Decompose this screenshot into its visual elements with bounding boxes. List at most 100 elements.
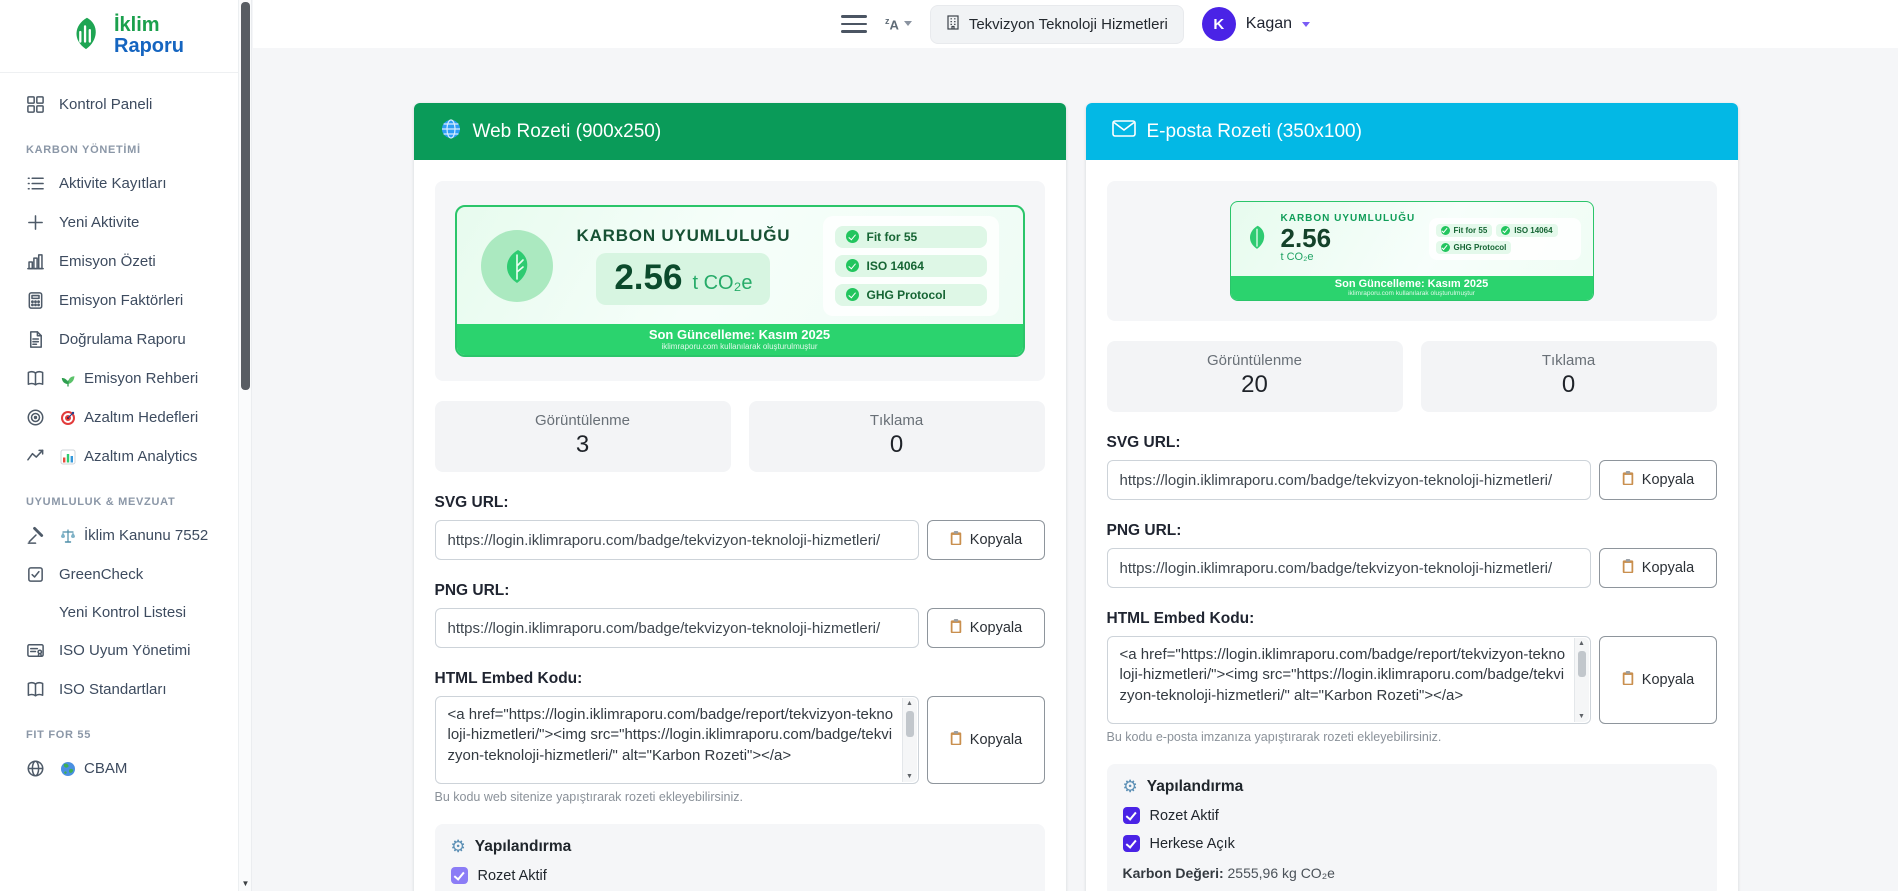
carbon-value: 2.56 <box>614 258 683 297</box>
badge-active-checkbox[interactable] <box>1122 807 1140 824</box>
scroll-down-icon[interactable]: ▼ <box>1578 713 1585 720</box>
target-icon <box>26 408 45 427</box>
check-icon <box>1440 226 1450 235</box>
standard-label: GHG Protocol <box>1453 243 1507 252</box>
leaf-icon <box>480 229 553 302</box>
sidebar-item-emisyon-faktorleri[interactable]: Emisyon Faktörleri <box>0 281 251 320</box>
copy-png-url-button[interactable]: Kopyala <box>1598 548 1717 588</box>
badge-active-row: Rozet Aktif <box>450 867 1029 884</box>
language-selector[interactable]: zA <box>885 16 912 32</box>
copy-embed-button[interactable]: Kopyala <box>1598 636 1717 724</box>
png-url-label: PNG URL: <box>434 582 510 599</box>
embed-code-textarea[interactable]: <a href="https://login.iklimraporu.com/b… <box>1106 636 1591 724</box>
sidebar-item-label: Emisyon Özeti <box>59 253 156 270</box>
earth-icon <box>59 760 76 777</box>
seedling-icon <box>59 370 76 387</box>
sidebar-item-aktivite-kayitlari[interactable]: Aktivite Kayıtları <box>0 164 251 203</box>
scroll-up-icon[interactable]: ▲ <box>1578 640 1585 647</box>
user-menu[interactable]: K Kagan <box>1201 7 1311 41</box>
copy-png-url-button[interactable]: Kopyala <box>926 608 1045 648</box>
textarea-scrollbar[interactable]: ▲ ▼ <box>1573 638 1589 722</box>
standard-pill: Fit for 55 <box>834 225 987 248</box>
hamburger-menu-icon[interactable] <box>840 15 867 33</box>
sidebar-item-yeni-kontrol-listesi[interactable]: Yeni Kontrol Listesi <box>0 594 251 631</box>
email-badge-preview: KARBON UYUMLULUĞU 2.56 t CO₂e Fit for 55… <box>1106 181 1717 321</box>
badge-heading: KARBON UYUMLULUĞU <box>1280 213 1416 225</box>
copy-svg-url-button[interactable]: Kopyala <box>1598 460 1717 500</box>
svg-url-input[interactable] <box>434 520 919 560</box>
sidebar-item-azaltim-analytics[interactable]: Azaltım Analytics <box>0 437 251 476</box>
avatar[interactable]: K <box>1201 7 1236 41</box>
scroll-up-icon[interactable]: ▲ <box>906 700 913 707</box>
png-url-label: PNG URL: <box>1106 522 1182 539</box>
standard-label: ISO 14064 <box>1514 226 1553 235</box>
carbon-value-line: Karbon Değeri: 2555,96 kg CO₂e <box>1123 865 1701 881</box>
clipboard-icon <box>949 730 963 750</box>
badge-active-label: Rozet Aktif <box>477 867 547 884</box>
svg-url-input[interactable] <box>1106 460 1591 500</box>
copy-embed-button[interactable]: Kopyala <box>926 696 1045 784</box>
clipboard-icon <box>1621 670 1635 690</box>
bar-chart-icon <box>26 252 45 271</box>
embed-code-textarea[interactable]: <a href="https://login.iklimraporu.com/b… <box>434 696 919 784</box>
sidebar-item-label: İklim Kanunu 7552 <box>84 527 209 544</box>
clipboard-icon <box>1621 558 1635 578</box>
sidebar-nav: Kontrol Paneli KARBON YÖNETİMİ Aktivite … <box>0 73 251 788</box>
sidebar-item-iso-standartlari[interactable]: ISO Standartları <box>0 670 251 709</box>
views-count: 20 <box>1241 371 1268 398</box>
sidebar-item-azaltim-hedefleri[interactable]: Azaltım Hedefleri <box>0 398 251 437</box>
png-url-input[interactable] <box>434 608 919 648</box>
standard-label: Fit for 55 <box>866 229 918 244</box>
check-icon <box>1501 226 1511 235</box>
chevron-down-icon <box>903 21 912 27</box>
sidebar-item-iklim-kanunu[interactable]: İklim Kanunu 7552 <box>0 516 251 555</box>
app-logo[interactable]: İklim Raporu <box>0 0 251 73</box>
badge-standards-panel: Fit for 55 ISO 14064 GHG Protocol <box>1428 218 1581 260</box>
carbon-value: 2.56 <box>1280 222 1332 253</box>
company-selector[interactable]: Tekvizyon Teknoloji Hizmetleri <box>929 4 1184 44</box>
sidebar: İklim Raporu Kontrol Paneli KARBON YÖNET… <box>0 0 252 891</box>
standard-pill: ISO 14064 <box>1496 224 1558 237</box>
sidebar-item-cbam[interactable]: CBAM <box>0 749 251 788</box>
sidebar-item-dogrulama-raporu[interactable]: Doğrulama Raporu <box>0 320 251 359</box>
sidebar-scrollbar-down-arrow[interactable]: ▼ <box>241 879 250 888</box>
scrollbar-thumb[interactable] <box>1577 651 1586 677</box>
scroll-down-icon[interactable]: ▼ <box>906 773 913 780</box>
carbon-value-amount: 2555,96 kg CO₂e <box>1227 865 1335 881</box>
sidebar-item-label: Yeni Kontrol Listesi <box>59 604 187 621</box>
id-card-icon <box>26 641 45 660</box>
translate-icon: zA <box>884 15 899 33</box>
png-url-input[interactable] <box>1106 548 1591 588</box>
building-icon <box>946 14 960 34</box>
sidebar-item-yeni-aktivite[interactable]: Yeni Aktivite <box>0 203 251 242</box>
sidebar-item-emisyon-ozeti[interactable]: Emisyon Özeti <box>0 242 251 281</box>
sidebar-scrollbar-thumb[interactable] <box>241 2 250 390</box>
app-title: İklim Raporu <box>114 14 184 57</box>
sidebar-section-karbon: KARBON YÖNETİMİ <box>26 144 141 156</box>
scrollbar-thumb[interactable] <box>905 711 914 737</box>
sidebar-item-greencheck[interactable]: GreenCheck <box>0 555 251 594</box>
web-card-header: Web Rozeti (900x250) <box>413 103 1066 160</box>
config-title: Yapılandırma <box>1146 778 1244 795</box>
sidebar-scrollbar[interactable]: ▼ <box>238 0 251 891</box>
public-checkbox[interactable] <box>1122 835 1140 852</box>
plus-icon <box>26 213 45 232</box>
sidebar-item-emisyon-rehberi[interactable]: Emisyon Rehberi <box>0 359 251 398</box>
sidebar-item-iso-uyum[interactable]: ISO Uyum Yönetimi <box>0 631 251 670</box>
clipboard-icon <box>949 530 963 550</box>
views-stat: Görüntülenme 20 <box>1106 341 1403 412</box>
svg-url-label: SVG URL: <box>1106 434 1181 451</box>
dashboard-icon <box>26 95 45 114</box>
clicks-label: Tıklama <box>869 412 924 429</box>
badge-footer: Son Güncelleme: Kasım 2025 iklimraporu.c… <box>456 324 1023 355</box>
public-row: Herkese Açık <box>1122 835 1701 852</box>
copy-svg-url-button[interactable]: Kopyala <box>926 520 1045 560</box>
carbon-unit: t CO₂e <box>692 272 753 294</box>
sidebar-item-label: Kontrol Paneli <box>59 96 153 113</box>
web-stats-row: Görüntülenme 3 Tıklama 0 <box>434 401 1045 472</box>
sidebar-item-kontrol-paneli[interactable]: Kontrol Paneli <box>0 85 251 124</box>
user-name: Kagan <box>1245 15 1293 32</box>
textarea-scrollbar[interactable]: ▲ ▼ <box>901 698 917 782</box>
copy-label: Kopyala <box>969 620 1023 636</box>
badge-active-checkbox[interactable] <box>450 867 468 884</box>
